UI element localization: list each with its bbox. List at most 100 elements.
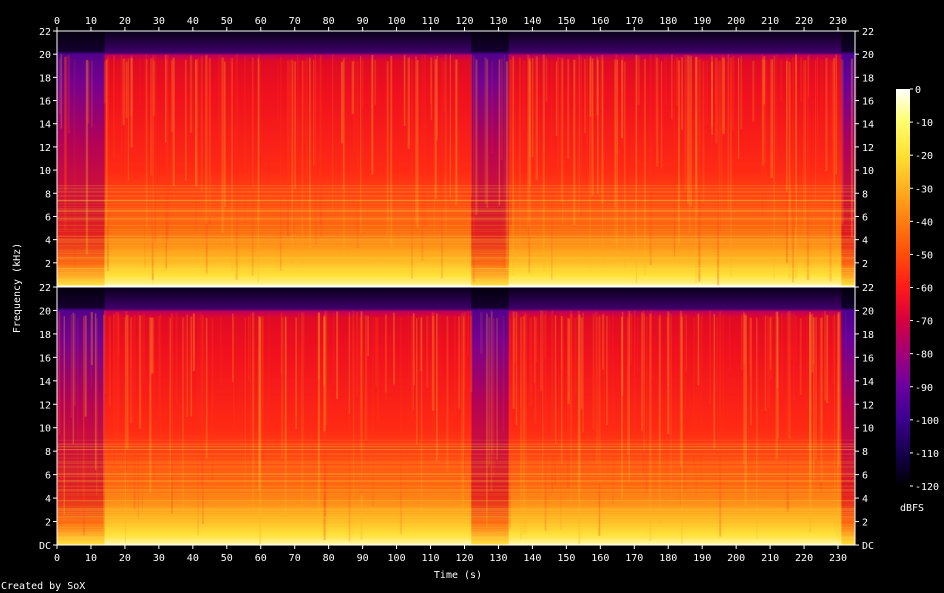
x-tick-label-bottom: 220 [795, 553, 813, 564]
x-tick-label-bottom: 30 [153, 553, 165, 564]
panel-frame [56, 30, 856, 287]
y-tick-label-left: 4 [45, 236, 51, 247]
y-tick-label-right: 8 [862, 447, 868, 458]
y-tick-label-left: 10 [39, 166, 51, 177]
x-tick-label-bottom: 50 [221, 553, 233, 564]
colorbar-tick-label: -120 [915, 482, 939, 493]
y-tick-label-right: 22 [862, 283, 874, 294]
fade-out-segment [841, 31, 855, 286]
x-tick-label-bottom: 230 [829, 553, 847, 564]
x-tick-label-top: 230 [829, 16, 847, 27]
x-tick-label-bottom: 20 [119, 553, 131, 564]
y-tick-label-right: 6 [862, 471, 868, 482]
x-tick-label-top: 110 [422, 16, 440, 27]
colorbar-tick-label: 0 [915, 85, 921, 96]
y-tick-label-left: 18 [39, 330, 51, 341]
y-tick-label-left: 16 [39, 97, 51, 108]
x-tick-label-top: 190 [693, 16, 711, 27]
y-tick-label-left: 18 [39, 73, 51, 84]
x-tick-label-bottom: 190 [693, 553, 711, 564]
colorbar-tick-label: -80 [915, 350, 933, 361]
x-tick-label-bottom: 150 [557, 553, 575, 564]
colorbar-tick-label: -10 [915, 118, 933, 129]
y-tick-label-right: 22 [862, 27, 874, 38]
x-tick-label-bottom: 130 [489, 553, 507, 564]
x-axis-label: Time (s) [434, 570, 482, 581]
x-tick-label-bottom: 70 [289, 553, 301, 564]
x-tick-label-bottom: 100 [388, 553, 406, 564]
channel-panel [56, 286, 856, 546]
y-tick-label-right: DC [862, 541, 874, 552]
y-tick-label-right: 16 [862, 353, 874, 364]
x-tick-label-top: 60 [255, 16, 267, 27]
x-tick-label-top: 170 [625, 16, 643, 27]
x-tick-label-top: 30 [153, 16, 165, 27]
y-tick-label-right: 12 [862, 400, 874, 411]
y-tick-label-right: 4 [862, 236, 868, 247]
x-tick-label-bottom: 140 [523, 553, 541, 564]
quiet-segment [471, 31, 509, 286]
colorbar-tick-label: -100 [915, 416, 939, 427]
x-tick-label-bottom: 180 [659, 553, 677, 564]
panel-frame [56, 286, 856, 546]
x-tick-label-bottom: 10 [85, 553, 97, 564]
y-tick-label-right: 16 [862, 97, 874, 108]
x-tick-label-top: 120 [455, 16, 473, 27]
colorbar-tick-label: -90 [915, 383, 933, 394]
x-tick-label-top: 150 [557, 16, 575, 27]
x-tick-label-top: 180 [659, 16, 677, 27]
fade-out-segment [841, 287, 855, 545]
y-tick-label-right: 10 [862, 424, 874, 435]
x-tick-label-top: 40 [187, 16, 199, 27]
spectrogram-area [57, 31, 855, 286]
y-tick-label-right: 18 [862, 330, 874, 341]
x-tick-label-top: 220 [795, 16, 813, 27]
y-tick-label-right: 8 [862, 189, 868, 200]
y-tick-label-left: 12 [39, 400, 51, 411]
y-tick-label-left: 22 [39, 27, 51, 38]
y-tick-label-right: 2 [862, 259, 868, 270]
spectrogram-texture [57, 54, 857, 286]
x-tick-label-bottom: 40 [187, 553, 199, 564]
y-tick-label-left: 4 [45, 494, 51, 505]
y-tick-label-right: 12 [862, 143, 874, 154]
y-tick-label-left: 16 [39, 353, 51, 364]
y-tick-label-right: 20 [862, 306, 874, 317]
y-tick-label-left: 6 [45, 471, 51, 482]
y-tick-label-right: 14 [862, 377, 874, 388]
y-tick-label-left: 12 [39, 143, 51, 154]
y-tick-label-left: 2 [45, 518, 51, 529]
x-tick-label-bottom: 0 [54, 553, 60, 564]
x-tick-label-bottom: 200 [727, 553, 745, 564]
x-tick-label-bottom: 210 [761, 553, 779, 564]
quiet-segment [471, 287, 509, 545]
colorbar-tick-label: -20 [915, 151, 933, 162]
y-tick-label-left: 10 [39, 424, 51, 435]
x-tick-label-bottom: 60 [255, 553, 267, 564]
y-tick-label-right: 2 [862, 518, 868, 529]
y-tick-label-left: DC [39, 541, 51, 552]
x-tick-label-bottom: 80 [323, 553, 335, 564]
x-tick-label-top: 20 [119, 16, 131, 27]
colorbar-tick-label: -40 [915, 217, 933, 228]
y-tick-label-right: 14 [862, 120, 874, 131]
spectrogram-texture [57, 310, 855, 546]
quiet-segment [57, 31, 105, 286]
x-tick-label-top: 160 [591, 16, 609, 27]
footer-credit: Created by SoX [1, 581, 85, 592]
x-tick-label-bottom: 120 [455, 553, 473, 564]
y-tick-label-left: 14 [39, 377, 51, 388]
colorbar-tick-label: -70 [915, 317, 933, 328]
y-tick-label-left: 2 [45, 259, 51, 270]
x-tick-label-top: 100 [388, 16, 406, 27]
x-tick-label-bottom: 160 [591, 553, 609, 564]
x-tick-label-bottom: 110 [422, 553, 440, 564]
y-tick-label-right: 10 [862, 166, 874, 177]
y-tick-label-right: 6 [862, 212, 868, 223]
x-tick-label-top: 140 [523, 16, 541, 27]
y-axis-label: Frequency (kHz) [12, 243, 23, 333]
colorbar-tick-label: -60 [915, 284, 933, 295]
spectrogram-area [57, 287, 855, 545]
colorbar-ticks: 0 -10 -20 -30 -40 -50 -60 -70 -80 -90 -100 -110 -120 [910, 85, 939, 493]
